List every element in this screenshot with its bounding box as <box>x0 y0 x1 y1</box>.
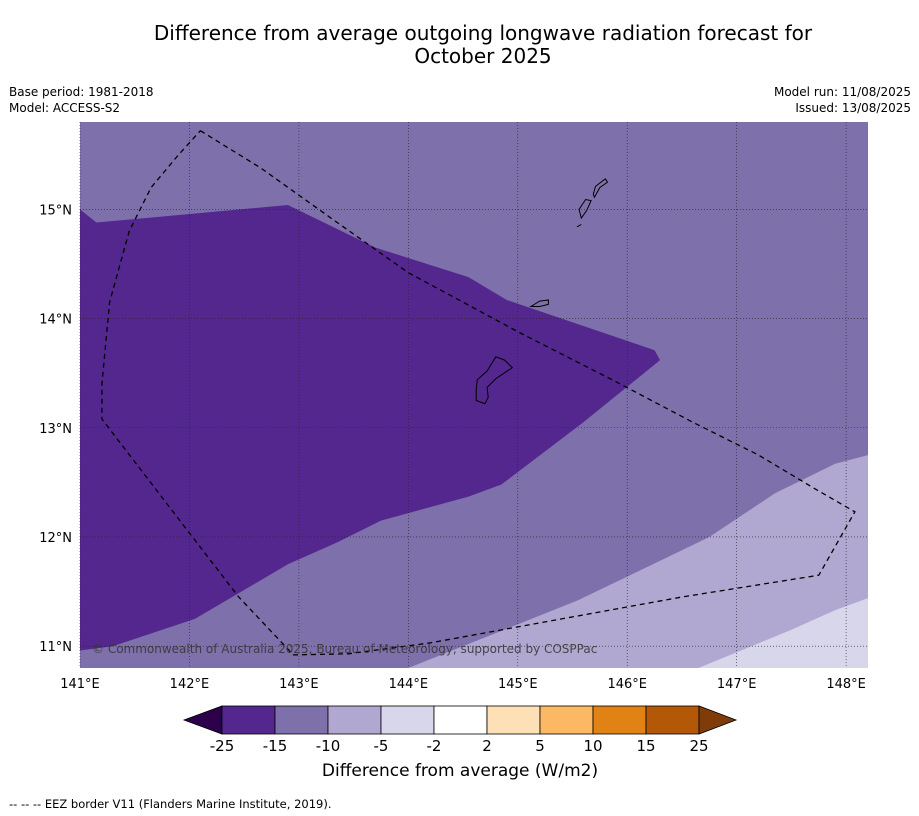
colorbar-tick-label: 25 <box>689 737 708 755</box>
colorbar-tick-label: -10 <box>316 737 341 755</box>
colorbar-tick-label: 15 <box>636 737 655 755</box>
lon-tick-label: 148°E <box>826 677 866 692</box>
title-line-2: October 2025 <box>414 44 552 68</box>
colorbar-swatch <box>592 705 647 735</box>
colorbar-tick-label: 10 <box>583 737 602 755</box>
colorbar-tick-label: -5 <box>374 737 389 755</box>
lon-tick-label: 141°E <box>60 677 100 692</box>
colorbar-swatch <box>645 705 700 735</box>
model-run: Model run: 11/08/2025 <box>773 85 911 99</box>
colorbar-swatch <box>221 705 276 735</box>
island-guam <box>475 356 514 405</box>
colorbar-tick-label: -2 <box>427 737 442 755</box>
lon-tick-label: 146°E <box>607 677 647 692</box>
colorbar-swatch <box>433 705 488 735</box>
colorbar-extend-max <box>698 705 738 735</box>
anomaly-zone-3 <box>698 598 868 668</box>
chart-title: Difference from average outgoing longwav… <box>80 22 886 68</box>
lat-tick-label: 15°N <box>39 203 72 218</box>
copyright-notice: © Commonwealth of Australia 2025, Bureau… <box>92 642 597 656</box>
base-period: Base period: 1981-2018 <box>9 85 154 99</box>
island-saipan <box>592 178 609 199</box>
lat-tick-label: 11°N <box>39 640 72 655</box>
lat-tick-label: 13°N <box>39 422 72 437</box>
eez-border <box>101 130 856 656</box>
colorbar-swatch <box>274 705 329 735</box>
colorbar-tick-label: 5 <box>535 737 545 755</box>
colorbar-swatch <box>327 705 382 735</box>
lon-tick-label: 144°E <box>389 677 429 692</box>
lon-tick-label: 143°E <box>279 677 319 692</box>
lon-tick-label: 142°E <box>170 677 210 692</box>
island-rota <box>529 299 549 307</box>
colorbar-tick-label: 2 <box>482 737 492 755</box>
colorbar-label: Difference from average (W/m2) <box>321 761 599 781</box>
colorbar-extend-min <box>182 705 223 735</box>
island-tinian <box>578 198 592 220</box>
colorbar-tick-label: -25 <box>210 737 235 755</box>
colorbar-tick-label: -15 <box>263 737 288 755</box>
title-line-1: Difference from average outgoing longwav… <box>153 21 813 45</box>
lon-tick-label: 145°E <box>498 677 538 692</box>
colorbar-swatch <box>380 705 435 735</box>
base-info: Base period: 1981-2018 Model: ACCESS-S2 <box>9 84 154 116</box>
lat-tick-label: 14°N <box>39 313 72 328</box>
anomaly-zone-1 <box>80 205 661 651</box>
model-name: Model: ACCESS-S2 <box>9 101 121 115</box>
issued-date: Issued: 13/08/2025 <box>795 101 911 115</box>
lat-tick-label: 12°N <box>39 531 72 546</box>
eez-legend-note: -- -- -- EEZ border V11 (Flanders Marine… <box>9 797 332 811</box>
anomaly-zone-2 <box>408 455 868 668</box>
island-aguijan <box>576 224 582 228</box>
lon-tick-label: 147°E <box>717 677 757 692</box>
colorbar-swatch <box>486 705 541 735</box>
colorbar-swatch <box>539 705 594 735</box>
run-info: Model run: 11/08/2025 Issued: 13/08/2025 <box>774 84 911 116</box>
